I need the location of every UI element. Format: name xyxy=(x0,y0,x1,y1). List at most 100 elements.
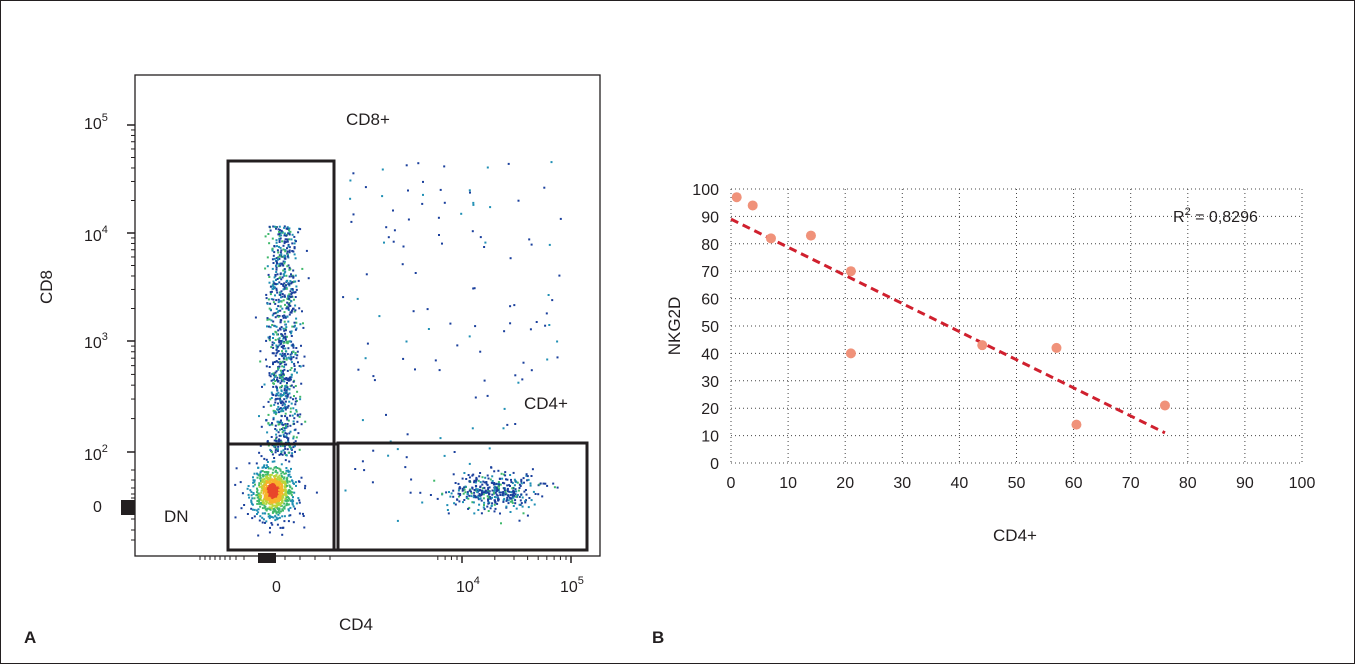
cd8-event-dot xyxy=(282,433,285,436)
cd4-event-dot xyxy=(512,505,515,507)
dn-event-dot xyxy=(250,507,253,510)
cd4-event-dot xyxy=(487,487,490,489)
dn-event-dot xyxy=(272,495,275,498)
dn-event-dot xyxy=(253,508,256,511)
sparse-event-dot xyxy=(556,486,559,489)
cd8-event-dot xyxy=(293,370,296,373)
dn-event-dot xyxy=(281,489,284,492)
cd8-event-dot xyxy=(291,344,294,347)
cd8-event-dot xyxy=(268,325,270,328)
cd4-event-dot xyxy=(518,483,521,486)
cd8-event-dot xyxy=(293,242,296,245)
cd4-event-dot xyxy=(494,491,497,494)
cd8-event-dot xyxy=(278,423,281,426)
cd8-event-dot xyxy=(282,244,285,247)
dn-event-dot xyxy=(286,480,289,483)
sparse-event-dot xyxy=(392,240,395,243)
cd8-event-dot xyxy=(279,397,281,400)
cd4-event-dot xyxy=(473,491,476,494)
dn-event-dot xyxy=(292,505,295,508)
dn-event-dot xyxy=(267,502,270,505)
cd4-event-dot xyxy=(515,480,518,483)
cd8-event-dot xyxy=(289,410,292,413)
cd8-event-dot xyxy=(270,397,273,399)
cd8-event-dot xyxy=(273,403,276,406)
cd8-event-dot xyxy=(284,329,287,332)
cd8-event-dot xyxy=(273,251,276,254)
cd8-event-dot xyxy=(287,282,290,285)
cd4-event-dot xyxy=(486,474,489,477)
cd8-event-dot xyxy=(281,453,284,456)
dn-event-dot xyxy=(265,477,268,480)
cd4-event-dot xyxy=(493,489,496,492)
cd8-event-dot xyxy=(283,377,286,380)
cd4-event-dot xyxy=(464,491,467,494)
cd8-event-dot xyxy=(275,268,278,271)
cd8-event-dot xyxy=(301,267,304,270)
cd4-event-dot xyxy=(538,483,541,486)
cd8-event-dot xyxy=(270,346,273,349)
dn-event-dot xyxy=(258,494,261,497)
cd8-event-dot xyxy=(264,235,267,238)
cd8-event-dot xyxy=(281,276,284,279)
cd8-event-dot xyxy=(292,420,295,423)
cd4-event-dot xyxy=(473,481,476,484)
cd8-event-dot xyxy=(288,227,291,230)
cd8-event-dot xyxy=(280,372,283,375)
x-tick-label: 100 xyxy=(1289,475,1316,492)
dn-event-dot xyxy=(269,497,272,500)
cd8-event-dot xyxy=(280,326,283,329)
cd8-event-dot xyxy=(286,305,289,308)
cd8-event-dot xyxy=(292,435,295,438)
dn-event-dot xyxy=(268,494,270,497)
cd4-event-dot xyxy=(475,488,478,491)
cd8-event-dot xyxy=(284,385,287,388)
sparse-event-dot xyxy=(441,242,443,245)
dn-event-dot xyxy=(275,495,278,498)
sparse-event-dot xyxy=(468,335,471,338)
panel-b-data-points xyxy=(731,192,1170,430)
dn-event-dot xyxy=(255,494,258,497)
cd4-event-dot xyxy=(469,488,472,491)
panel-a-flow-plot: CD8+ CD4+ DN 105 104 103 102 0 0 104 105… xyxy=(24,74,601,647)
cd4-event-dot xyxy=(513,494,515,497)
dn-event-dot xyxy=(279,482,281,485)
sparse-event-dot xyxy=(405,456,408,459)
cd4-event-dot xyxy=(487,488,490,491)
cd4-event-dot xyxy=(525,474,528,477)
cd4-event-dot xyxy=(505,506,508,509)
cd8-event-dot xyxy=(286,240,289,243)
cd8-event-dot xyxy=(296,420,299,423)
cd4-event-dot xyxy=(514,502,517,505)
cd8-event-dot xyxy=(283,234,286,237)
cd4-event-dot xyxy=(480,489,483,492)
cd4-event-dot xyxy=(499,483,502,486)
cd8-event-dot xyxy=(292,291,295,294)
cd8-event-dot xyxy=(287,356,290,359)
dn-event-dot xyxy=(278,477,281,480)
cd8-event-dot xyxy=(281,361,284,364)
dn-event-dot xyxy=(268,506,271,509)
dn-event-dot xyxy=(274,499,277,502)
cd4-event-dot xyxy=(515,490,518,493)
gate-cd4-plus xyxy=(336,441,589,552)
dn-event-dot xyxy=(287,520,290,523)
cd8-event-dot xyxy=(283,392,286,394)
cd8-event-dot xyxy=(288,392,291,395)
cd8-event-dot xyxy=(289,296,292,298)
dn-event-dot xyxy=(261,507,264,510)
sparse-event-dot xyxy=(357,368,360,371)
dn-event-dot xyxy=(275,498,278,501)
cd8-event-dot xyxy=(276,408,279,411)
cd4-event-dot xyxy=(454,482,457,484)
cd8-event-dot xyxy=(267,422,270,425)
cd8-event-dot xyxy=(279,291,282,294)
cd4-event-dot xyxy=(487,477,490,480)
cd8-event-dot xyxy=(276,262,279,265)
cd4-event-dot xyxy=(493,503,496,506)
cd8-event-dot xyxy=(279,305,282,308)
dn-event-dot xyxy=(271,471,274,474)
cd4-event-dot xyxy=(481,493,483,496)
dn-event-dot xyxy=(270,488,273,491)
dn-event-dot xyxy=(289,506,292,509)
